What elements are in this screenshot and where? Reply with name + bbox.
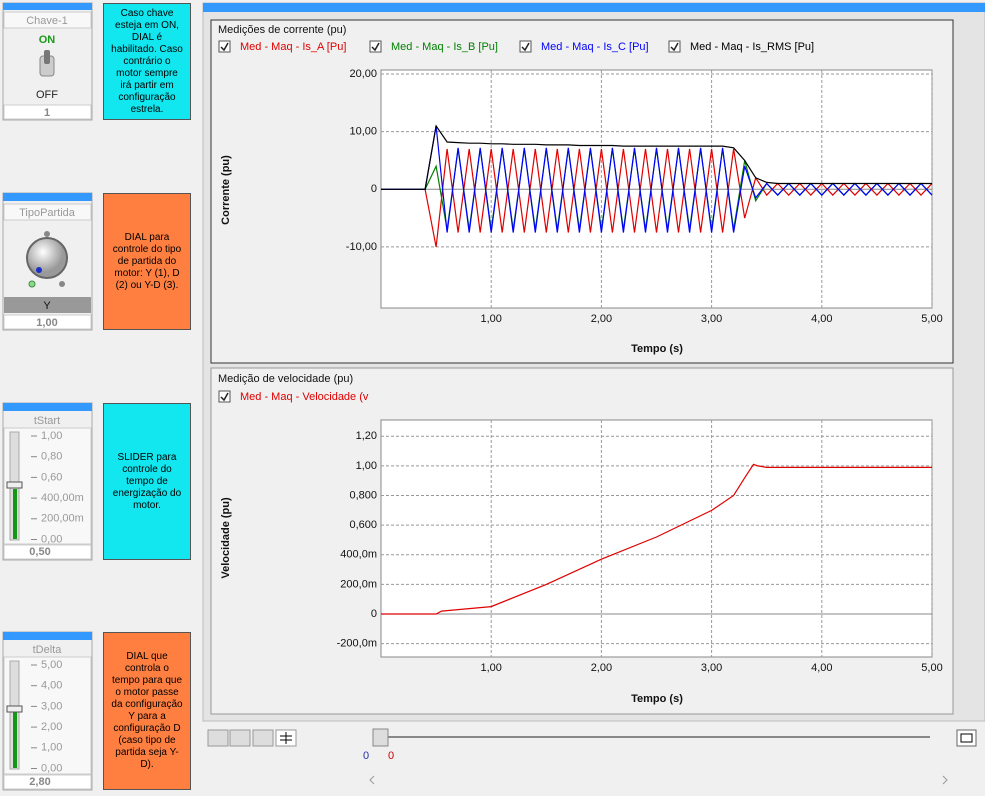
x-tick-label: 3,00 <box>701 313 722 325</box>
y-axis-label: Velocidade (pu) <box>220 497 232 579</box>
legend-label: Med - Maq - Is_A [Pu] <box>240 41 346 53</box>
y-tick-label: 0,600 <box>349 519 377 531</box>
x-axis-label: Tempo (s) <box>631 343 683 355</box>
checkmark <box>670 42 679 52</box>
y-tick-label: 0 <box>371 608 377 620</box>
series-line <box>381 124 932 190</box>
legend-checkbox[interactable] <box>519 40 532 53</box>
timeline-marker: 0 <box>388 750 394 762</box>
scale-label: 1,00 <box>41 430 62 442</box>
frame-header <box>203 3 985 12</box>
x-tick-label: 4,00 <box>811 313 832 325</box>
scale-label: 0,00 <box>41 762 62 774</box>
x-tick-label: 4,00 <box>811 662 832 674</box>
y-axis-label: Corrente (pu) <box>220 155 232 225</box>
legend-label: Med - Maq - Is_B [Pu] <box>391 41 498 53</box>
series-line <box>381 125 933 233</box>
y-tick-label: 1,00 <box>356 460 377 472</box>
widget-value: 1 <box>44 107 50 119</box>
slider-widget[interactable]: tDelta 2,80 <box>2 631 93 791</box>
scale-label: 4,00 <box>41 680 62 692</box>
series-line <box>381 148 933 248</box>
plot-title: Medições de corrente (pu) <box>218 24 346 36</box>
x-tick-label: 5,00 <box>921 313 942 325</box>
x-axis-label: Tempo (s) <box>631 693 683 705</box>
note: SLIDER para controle do tempo de energiz… <box>103 403 191 560</box>
x-tick-label: 3,00 <box>701 662 722 674</box>
legend-checkbox[interactable] <box>218 40 231 53</box>
scale-label: 200,00m <box>41 513 84 525</box>
y-tick-label: -10,00 <box>346 241 377 253</box>
y-tick-label: 0,800 <box>349 489 377 501</box>
y-tick-label: 10,00 <box>349 126 377 138</box>
scale-label: 0,00 <box>41 533 62 545</box>
scale-label: 0,80 <box>41 451 62 463</box>
series-line <box>381 463 932 615</box>
legend-label: Med - Maq - Velocidade (v <box>240 391 369 403</box>
legend-label: Med - Maq - Is_C [Pu] <box>541 41 649 53</box>
y-tick-label: 200,0m <box>340 578 377 590</box>
toolbar[interactable]: 0 0 <box>207 728 977 785</box>
plot-area <box>380 419 933 658</box>
widget-value: 1,00 <box>36 317 57 329</box>
checkmark <box>220 392 229 402</box>
x-tick-label: 2,00 <box>591 662 612 674</box>
y-tick-label: 1,20 <box>356 430 377 442</box>
checkmark <box>371 42 380 52</box>
legend-checkbox[interactable] <box>218 390 231 403</box>
checkmark <box>521 42 530 52</box>
y-tick-label: -200,0m <box>337 638 377 650</box>
widget-title: tStart <box>34 415 60 427</box>
x-tick-label: 1,00 <box>480 313 501 325</box>
note: DIAL que controla o tempo para que o mot… <box>103 632 191 790</box>
x-tick-label: 5,00 <box>921 662 942 674</box>
off-label: OFF <box>36 89 58 101</box>
x-tick-label: 1,00 <box>480 662 501 674</box>
legend-checkbox[interactable] <box>668 40 681 53</box>
y-tick-label: 20,00 <box>349 68 377 80</box>
note: Caso chave esteja em ON, DIAL é habilita… <box>103 3 191 120</box>
scale-label: 2,00 <box>41 721 62 733</box>
checkmark <box>220 42 229 52</box>
scale-label: 1,00 <box>41 742 62 754</box>
widget-value: 2,80 <box>29 776 50 788</box>
legend-label: Med - Maq - Is_RMS [Pu] <box>690 41 814 53</box>
widget-title: TipoPartida <box>19 207 76 219</box>
y-tick-label: 400,0m <box>340 549 377 561</box>
legend-checkbox[interactable] <box>369 40 382 53</box>
widget-title: Chave-1 <box>26 15 68 27</box>
slider-widget[interactable]: tStart 0,50 <box>2 402 93 561</box>
scale-label: 400,00m <box>41 492 84 504</box>
plot-title: Medição de velocidade (pu) <box>218 373 353 385</box>
switch-widget[interactable]: Chave-1 ON OFF 1 <box>2 2 93 121</box>
x-tick-label: 2,00 <box>591 313 612 325</box>
scale-label: 3,00 <box>41 700 62 712</box>
dial-state: Y <box>43 300 51 312</box>
scale-label: 5,00 <box>41 659 62 671</box>
on-label: ON <box>39 34 56 46</box>
y-tick-label: 0 <box>371 183 377 195</box>
note: DIAL para controle do tipo de partida do… <box>103 193 191 330</box>
scale-label: 0,60 <box>41 471 62 483</box>
widget-title: tDelta <box>33 644 63 656</box>
dial-widget[interactable]: TipoPartida Y 1,00 <box>2 192 93 331</box>
timeline-marker: 0 <box>363 750 369 762</box>
widget-value: 0,50 <box>29 546 50 558</box>
